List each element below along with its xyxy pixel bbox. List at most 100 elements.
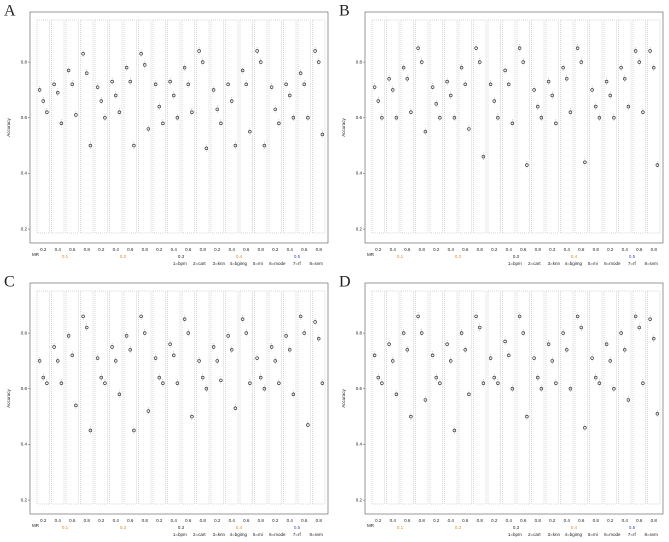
mr-label: 0.4 — [571, 254, 578, 259]
x-tick-label: 0.4 — [171, 247, 178, 252]
mr-label: 0.4 — [236, 254, 243, 259]
x-tick-label: 0.8 — [535, 247, 542, 252]
column-box — [254, 290, 268, 505]
method-label: 1=bpm — [173, 532, 187, 537]
x-tick-label: 0.4 — [55, 518, 62, 523]
point — [619, 331, 623, 335]
x-tick-label: 0.4 — [506, 518, 513, 523]
point — [248, 129, 252, 134]
x-tick-label: 0.6 — [636, 247, 643, 252]
point — [74, 403, 78, 408]
x-tick-label: 0.6 — [404, 247, 411, 252]
x-tick-label: 0.4 — [506, 247, 513, 252]
point — [124, 334, 129, 338]
point — [85, 71, 89, 75]
point — [641, 381, 645, 385]
column-box — [268, 290, 282, 505]
x-tick-label: 0.8 — [419, 247, 426, 252]
x-tick-label: 0.2 — [375, 518, 382, 523]
method-label: 1=bpm — [173, 261, 187, 266]
point — [623, 77, 627, 81]
point — [197, 49, 201, 53]
y-tick-label: 0.6 — [356, 386, 363, 391]
y-tick-label: 0.4 — [21, 171, 28, 176]
mr-label: 0.1 — [62, 525, 69, 530]
x-tick-label: 0.2 — [607, 247, 614, 252]
plot-frame — [29, 282, 329, 515]
x-tick-label: 0.8 — [84, 518, 91, 523]
column-box — [603, 290, 617, 505]
point — [372, 353, 377, 358]
x-tick-label: 0.8 — [535, 518, 542, 523]
method-label: 6=mode — [604, 532, 621, 537]
x-tick-label: 0.6 — [520, 518, 527, 523]
method-label: 5=mi — [253, 532, 263, 537]
mr-label: 0.3 — [178, 525, 185, 530]
x-tick-label: 0.2 — [214, 518, 221, 523]
x-tick-label: 0.6 — [127, 247, 134, 252]
x-tick-label: 0.8 — [258, 518, 265, 523]
point — [463, 348, 467, 352]
x-tick-label: 0.6 — [185, 247, 192, 252]
x-tick-label: 0.6 — [301, 247, 308, 252]
point — [269, 345, 274, 349]
point — [230, 348, 234, 352]
y-tick-label: 0.2 — [356, 226, 363, 231]
x-tick-label: 0.2 — [549, 518, 556, 523]
x-tick-label: 0.6 — [578, 518, 585, 523]
column-box — [502, 290, 516, 505]
point — [467, 392, 471, 397]
y-tick-label: 0.6 — [21, 115, 28, 120]
point — [99, 99, 103, 103]
column-box — [312, 290, 326, 505]
column-box — [297, 290, 311, 505]
column-box — [371, 19, 385, 234]
point — [445, 342, 449, 346]
column-box — [531, 19, 545, 234]
point — [633, 49, 638, 53]
point — [190, 110, 194, 114]
column-box — [268, 19, 282, 234]
mr-label: 0.2 — [455, 525, 462, 530]
column-box — [181, 290, 195, 505]
point — [313, 49, 317, 53]
point — [525, 163, 529, 167]
point — [626, 104, 631, 109]
x-tick-label: 0.8 — [477, 247, 484, 252]
x-tick-label: 0.6 — [243, 518, 250, 523]
column-box — [647, 19, 661, 234]
column-box — [152, 19, 166, 234]
y-tick-label: 0.2 — [21, 497, 28, 502]
x-tick-label: 0.6 — [127, 518, 134, 523]
point — [182, 317, 187, 321]
point — [481, 155, 486, 159]
point — [608, 359, 612, 363]
y-tick-label: 0.8 — [356, 330, 363, 335]
point — [139, 52, 143, 56]
column-box — [574, 19, 588, 234]
point — [41, 99, 45, 103]
mr-label: 0.3 — [178, 254, 185, 259]
point — [550, 359, 554, 363]
point — [510, 387, 515, 391]
column-box — [80, 19, 94, 234]
method-label: 5=mi — [588, 532, 598, 537]
method-label: 6=mode — [269, 532, 286, 537]
column-box — [400, 19, 414, 234]
method-label: 2=cart — [193, 261, 206, 266]
point — [391, 88, 395, 92]
column-box — [429, 19, 443, 234]
y-tick-label: 0.6 — [21, 386, 28, 391]
x-tick-label: 0.2 — [433, 518, 440, 523]
point — [320, 132, 325, 137]
point — [139, 314, 143, 319]
point — [201, 375, 205, 380]
point — [302, 82, 306, 87]
x-tick-label: 0.8 — [258, 247, 265, 252]
point — [474, 314, 478, 319]
point — [230, 99, 234, 103]
point — [575, 314, 580, 319]
x-tick-label: 0.6 — [404, 518, 411, 523]
method-label: 6=mode — [269, 261, 286, 266]
